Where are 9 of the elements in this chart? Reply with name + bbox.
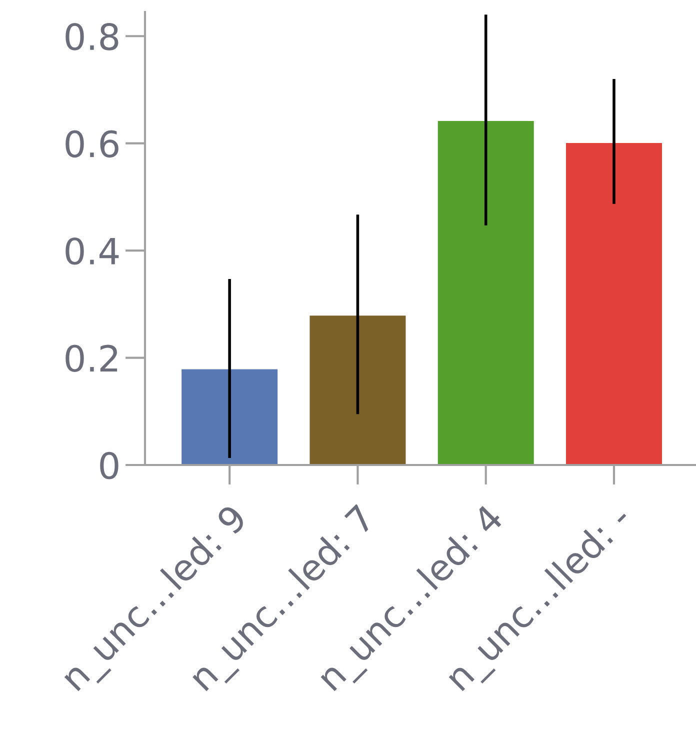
y-tick-label: 0.2 [66, 344, 118, 372]
bar [180, 368, 279, 465]
y-tick-label: 0 [100, 452, 118, 480]
y-tick-label: 0.4 [66, 237, 119, 265]
bar [308, 314, 408, 465]
y-tick-label: 0.8 [66, 23, 118, 50]
bar [436, 120, 536, 465]
bar [564, 142, 664, 465]
y-tick-label: 0.6 [66, 130, 118, 158]
